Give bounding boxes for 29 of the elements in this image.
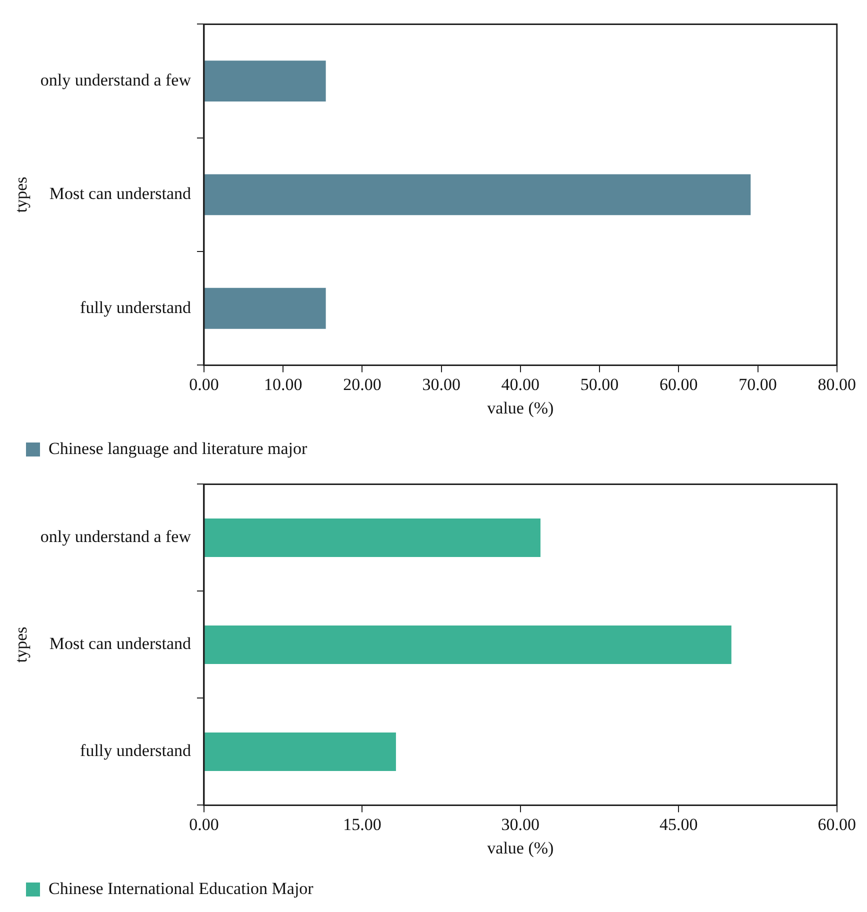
x-tick-label: 20.00 [343,374,382,394]
x-axis-title: value (%) [487,838,554,858]
x-tick-label: 30.00 [501,814,540,834]
bar [204,518,540,557]
x-axis-title: value (%) [487,398,554,418]
y-tick-label: Most can understand [49,184,192,204]
x-tick-label: 10.00 [264,374,302,394]
x-tick-label: 70.00 [738,374,777,394]
y-tick-label: fully understand [80,741,192,760]
x-tick-label: 0.00 [189,374,219,394]
x-tick-label: 80.00 [818,374,856,394]
y-tick-label: Most can understand [49,634,192,654]
y-axis-title: types [12,176,31,213]
x-tick-label: 60.00 [818,814,856,834]
legend-label: Chinese language and literature major [48,438,308,458]
x-tick-label: 40.00 [501,374,540,394]
bar [204,732,396,771]
bar [204,625,732,664]
x-tick-label: 45.00 [660,814,698,834]
x-tick-label: 0.00 [189,814,219,834]
y-tick-label: only understand a few [40,527,192,546]
x-tick-label: 60.00 [660,374,698,394]
y-axis-title: types [12,626,31,663]
x-tick-label: 50.00 [580,374,619,394]
x-tick-label: 30.00 [422,374,460,394]
y-tick-label: fully understand [80,298,192,317]
y-tick-label: only understand a few [40,70,192,90]
legend-label: Chinese International Education Major [48,878,314,898]
x-tick-label: 15.00 [343,814,382,834]
